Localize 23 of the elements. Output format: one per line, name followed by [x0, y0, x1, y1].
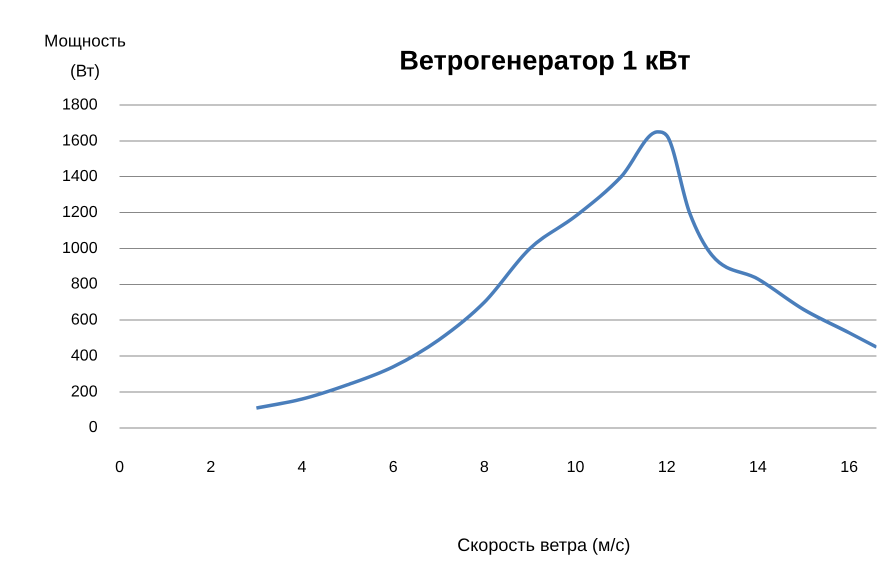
y-tick-label: 1400 — [62, 168, 98, 186]
y-tick-label: 600 — [70, 312, 98, 329]
y-tick-label: 0 — [88, 419, 98, 436]
x-tick-label: 16 — [840, 458, 858, 476]
x-tick-label: 14 — [749, 458, 767, 476]
x-tick-label: 0 — [115, 458, 124, 476]
y-tick-label: 200 — [70, 383, 98, 400]
y-axis-title: Мощность (Вт) — [44, 32, 126, 81]
y-tick-label: 800 — [70, 276, 98, 293]
x-tick-label: 6 — [388, 458, 398, 476]
x-axis-title: Скорость ветра (м/с) — [457, 534, 630, 555]
x-tick-label: 2 — [206, 458, 216, 476]
y-tick-label: 1000 — [62, 240, 98, 257]
x-tick-label: 4 — [298, 458, 307, 476]
x-tick-label: 8 — [480, 458, 489, 476]
chart-title: Ветрогенератор 1 кВт — [399, 45, 691, 76]
y-tick-label: 1600 — [62, 132, 98, 150]
y-tick-label: 400 — [70, 347, 98, 364]
x-tick-label: 10 — [566, 458, 585, 476]
x-tick-label: 12 — [658, 458, 676, 476]
line-series — [254, 130, 876, 410]
y-tick-label: 1800 — [62, 96, 98, 114]
y-tick-label: 1200 — [62, 204, 98, 222]
